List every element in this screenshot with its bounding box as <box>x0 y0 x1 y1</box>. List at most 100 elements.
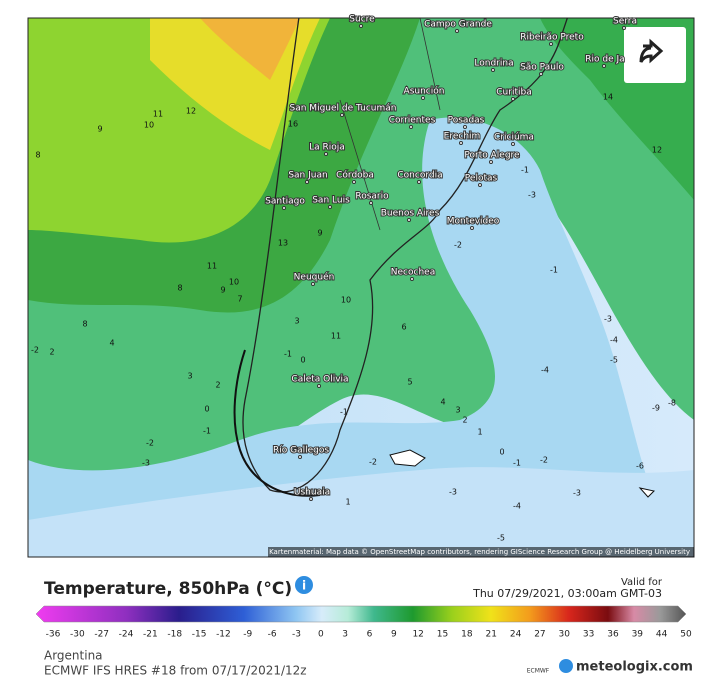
color-bar <box>35 605 687 623</box>
city-dot <box>602 64 606 68</box>
city-label: Sucre <box>349 15 375 25</box>
city-dot <box>489 160 493 164</box>
city-dot <box>305 180 309 184</box>
contour-label: 14 <box>603 93 613 102</box>
contour-label: 8 <box>35 151 40 160</box>
contour-label: 7 <box>237 295 242 304</box>
city-dot <box>470 226 474 230</box>
city-label: Ushuaia <box>294 488 330 498</box>
city-label: San Miguel de Tucumán <box>290 104 397 114</box>
scale-label: 27 <box>534 630 545 640</box>
scale-label: 33 <box>583 630 594 640</box>
contour-label: 10 <box>341 296 351 305</box>
contour-label: -1 <box>521 166 529 175</box>
contour-label: 10 <box>229 278 239 287</box>
contour-label: 8 <box>82 320 87 329</box>
scale-label: -6 <box>268 630 277 640</box>
contour-label: 8 <box>177 284 182 293</box>
contour-label: -1 <box>513 459 521 468</box>
city-dot <box>478 183 482 187</box>
city-label: Rio de Ja <box>585 55 624 65</box>
scale-label: -24 <box>119 630 134 640</box>
city-label: Santiago <box>265 197 305 207</box>
model-run: ECMWF IFS HRES #18 from 07/17/2021/12z <box>44 664 307 678</box>
contour-label: 1 <box>345 498 350 507</box>
city-dot <box>324 152 328 156</box>
scale-label: 12 <box>412 630 423 640</box>
scale-label: -21 <box>143 630 158 640</box>
ecmwf-logo: ECMWF <box>527 668 550 675</box>
city-dot <box>340 113 344 117</box>
contour-label: -6 <box>636 462 644 471</box>
contour-label: 11 <box>331 332 341 341</box>
scale-label: 36 <box>607 630 619 640</box>
city-label: Erechim <box>444 132 481 142</box>
contour-label: -1 <box>550 266 558 275</box>
scale-label: 6 <box>367 630 373 640</box>
city-dot <box>549 42 553 46</box>
city-label: Pelotas <box>465 174 498 184</box>
city-label: Corrientes <box>389 116 436 126</box>
scale-label: -9 <box>243 630 252 640</box>
contour-label: -2 <box>31 346 39 355</box>
contour-label: -1 <box>340 408 348 417</box>
contour-label: -4 <box>610 336 618 345</box>
city-dot <box>311 282 315 286</box>
city-dot <box>409 125 413 129</box>
city-dot <box>622 26 626 30</box>
contour-label: -4 <box>513 502 521 511</box>
contour-label: 12 <box>652 146 662 155</box>
city-dot <box>298 455 302 459</box>
valid-time: Thu 07/29/2021, 03:00am GMT-03 <box>472 587 662 600</box>
contour-label: 12 <box>186 107 196 116</box>
city-dot <box>352 180 356 184</box>
scale-label: -3 <box>292 630 301 640</box>
scale-label: -12 <box>216 630 231 640</box>
contour-label: -1 <box>284 350 292 359</box>
city-dot <box>309 497 313 501</box>
city-dot <box>463 125 467 129</box>
city-label: Concordia <box>397 171 442 181</box>
city-label: Buenos Aires <box>381 209 440 219</box>
share-button[interactable] <box>624 27 686 83</box>
contour-label: 5 <box>407 378 412 387</box>
svg-text:i: i <box>302 579 306 593</box>
contour-label: 13 <box>278 239 288 248</box>
city-label: Río Gallegos <box>273 446 329 456</box>
city-label: Ribeirão Preto <box>520 33 584 43</box>
city-label: Serra <box>613 17 637 27</box>
contour-label: -3 <box>573 489 581 498</box>
city-dot <box>511 97 515 101</box>
city-label: Rosario <box>355 192 389 202</box>
city-label: Posadas <box>448 116 485 126</box>
city-dot <box>359 24 363 28</box>
info-button[interactable]: i <box>295 576 313 594</box>
scale-label: 15 <box>437 630 448 640</box>
contour-label: -2 <box>369 458 377 467</box>
scale-label: 44 <box>656 630 668 640</box>
city-dot <box>539 72 543 76</box>
contour-label: 3 <box>294 317 299 326</box>
scale-label: 21 <box>486 630 497 640</box>
city-dot <box>328 205 332 209</box>
contour-label: -2 <box>454 241 462 250</box>
contour-label: 0 <box>499 448 504 457</box>
contour-label: -3 <box>528 191 536 200</box>
brand: meteologix.com <box>576 660 693 675</box>
scale-label: 50 <box>680 630 692 640</box>
valid-label: Valid for <box>621 577 663 588</box>
scale-label: -15 <box>192 630 207 640</box>
contour-label: 9 <box>97 125 102 134</box>
contour-label: 10 <box>144 121 154 130</box>
legend-title: Temperature, 850hPa (°C) <box>44 579 292 599</box>
scale-label: -30 <box>70 630 85 640</box>
contour-label: 4 <box>109 339 114 348</box>
contour-label: 11 <box>207 262 217 271</box>
scale-label: 30 <box>559 630 571 640</box>
city-dot <box>410 277 414 281</box>
contour-label: -4 <box>541 366 549 375</box>
map <box>28 18 694 557</box>
contour-label: 2 <box>462 416 467 425</box>
contour-label: -3 <box>604 315 612 324</box>
